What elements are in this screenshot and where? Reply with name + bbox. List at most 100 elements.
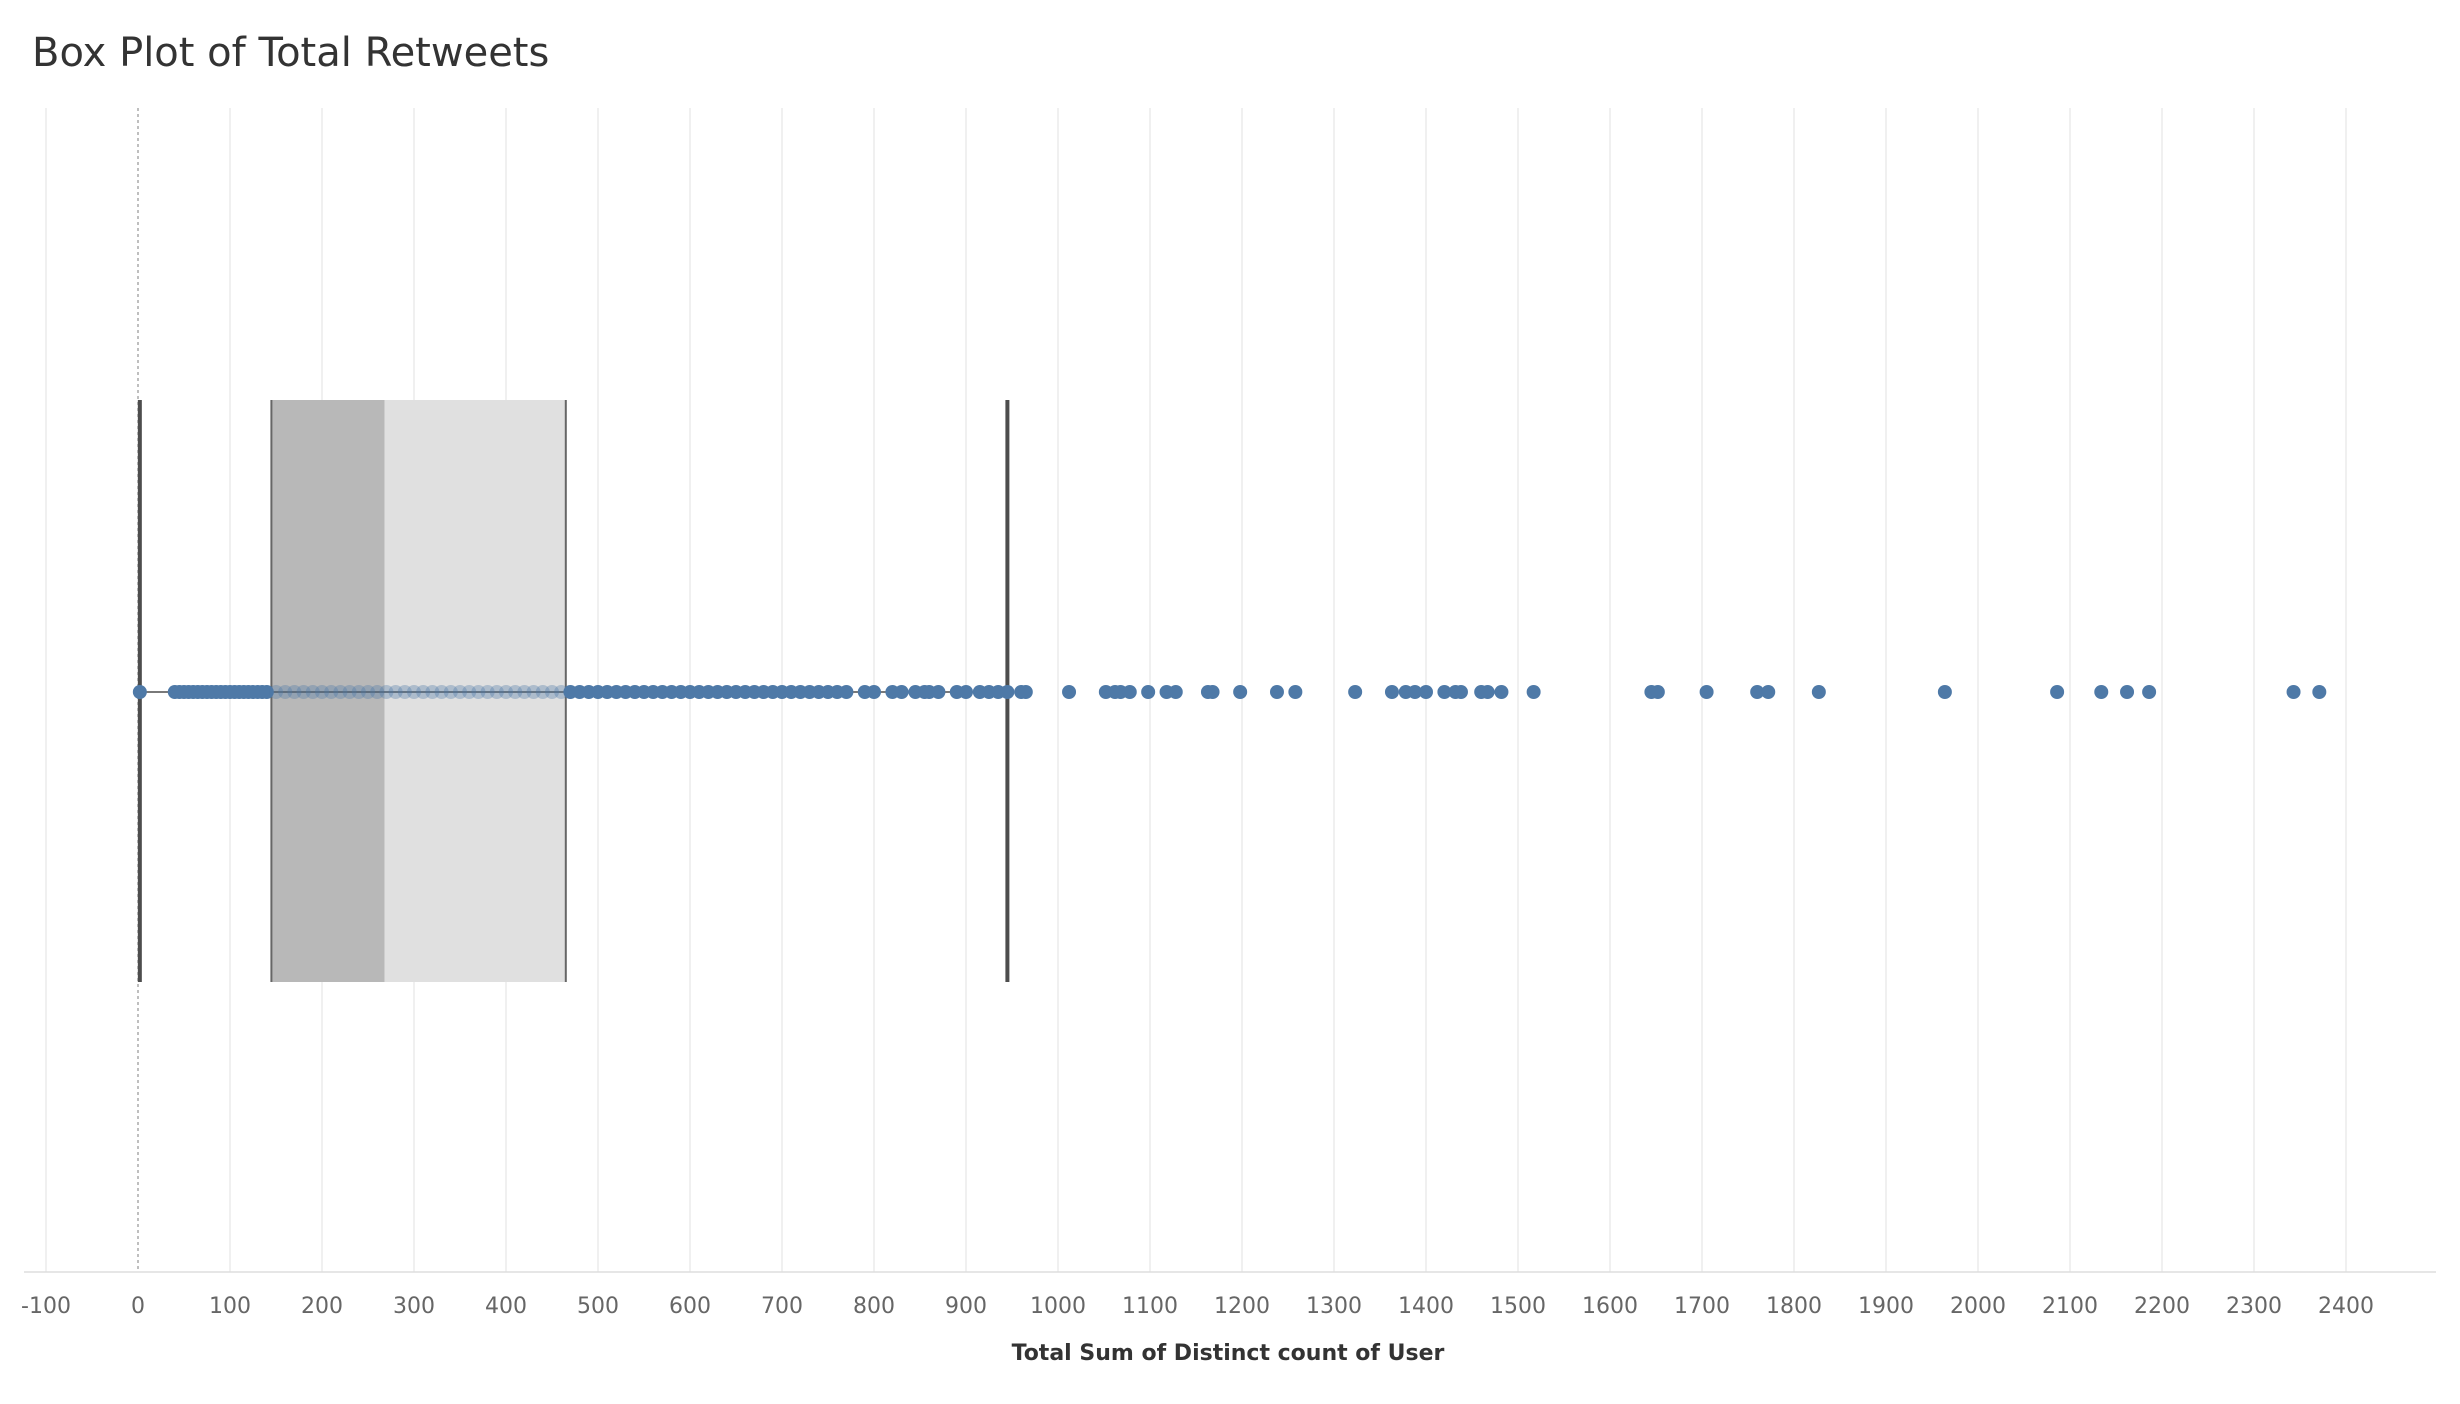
x-tick-label: 1600 — [1582, 1294, 1638, 1319]
chart-title: Box Plot of Total Retweets — [32, 30, 550, 76]
box-plot — [137, 400, 1010, 982]
x-tick-label: 1400 — [1398, 1294, 1454, 1319]
data-point — [931, 685, 946, 699]
x-tick-label: 200 — [301, 1294, 343, 1319]
data-point — [388, 685, 403, 699]
x-axis: -100 0 100 200 300 400 500 600 700 800 900 1000 1100… — [21, 1271, 2436, 1319]
data-point — [1650, 685, 1665, 699]
data-point — [959, 685, 973, 699]
data-point — [1168, 685, 1183, 699]
data-point — [1233, 685, 1248, 699]
data-point — [1000, 685, 1015, 699]
x-axis-title: Total Sum of Distinct count of User — [1012, 1341, 1445, 1366]
data-points — [132, 685, 2327, 699]
data-point — [894, 685, 909, 699]
data-point — [287, 685, 302, 699]
x-tick-label: 1500 — [1490, 1294, 1546, 1319]
data-point — [416, 685, 431, 699]
x-tick-label: 1700 — [1674, 1294, 1730, 1319]
data-point — [2120, 685, 2135, 699]
data-point — [1937, 685, 1952, 699]
data-point — [1811, 685, 1826, 699]
data-point — [545, 685, 559, 699]
data-point — [2142, 685, 2157, 699]
data-point — [1348, 685, 1363, 699]
data-point — [2286, 685, 2301, 699]
data-point — [1419, 685, 1433, 699]
data-point — [407, 685, 421, 699]
x-tick-label: -100 — [21, 1294, 71, 1319]
x-tick-label: 300 — [393, 1294, 435, 1319]
x-tick-label: 500 — [577, 1294, 619, 1319]
data-point — [480, 685, 495, 699]
data-point — [1205, 685, 1220, 699]
data-point — [2312, 685, 2327, 699]
data-point — [361, 685, 375, 699]
x-tick-label: 1800 — [1766, 1294, 1822, 1319]
data-point — [1018, 685, 1033, 699]
x-tick-label: 2400 — [2318, 1294, 2374, 1319]
data-point — [489, 685, 504, 699]
data-point — [1453, 685, 1468, 699]
x-tick-label: 2200 — [2134, 1294, 2190, 1319]
data-point — [508, 685, 523, 699]
box-lower-segment — [271, 400, 385, 982]
data-point — [425, 685, 440, 699]
data-point — [278, 685, 293, 699]
data-point — [839, 685, 854, 699]
data-point — [1062, 685, 1077, 699]
data-point — [471, 685, 486, 699]
box-upper-segment — [384, 400, 566, 982]
data-point — [1269, 685, 1284, 699]
data-point — [1437, 685, 1452, 699]
data-point — [434, 685, 449, 699]
data-point — [1122, 685, 1137, 699]
data-point — [1699, 685, 1714, 699]
data-point — [1494, 685, 1509, 699]
x-tick-label: 2300 — [2226, 1294, 2282, 1319]
data-point — [333, 685, 348, 699]
data-point — [1761, 685, 1776, 699]
x-tick-label: 800 — [853, 1294, 895, 1319]
x-tick-label: 1900 — [1858, 1294, 1914, 1319]
data-point — [1407, 685, 1422, 699]
x-tick-label: 100 — [209, 1294, 251, 1319]
data-point — [132, 685, 147, 699]
x-tick-label: 0 — [131, 1294, 145, 1319]
data-point — [867, 685, 881, 699]
data-point — [269, 685, 283, 699]
x-tick-label: 400 — [485, 1294, 527, 1319]
data-point — [370, 685, 385, 699]
data-point — [1288, 685, 1303, 699]
x-tick-label: 1200 — [1214, 1294, 1270, 1319]
x-tick-label: 2100 — [2042, 1294, 2098, 1319]
x-tick-label: 900 — [945, 1294, 987, 1319]
data-point — [535, 685, 550, 699]
data-point — [462, 685, 477, 699]
data-point — [1526, 685, 1541, 699]
data-point — [324, 685, 339, 699]
data-point — [453, 685, 467, 699]
x-tick-label: 600 — [669, 1294, 711, 1319]
data-point — [1384, 685, 1399, 699]
data-point — [351, 685, 366, 699]
data-point — [1750, 685, 1765, 699]
data-point — [2094, 685, 2109, 699]
data-point — [397, 685, 412, 699]
data-point — [2050, 685, 2065, 699]
data-point — [342, 685, 357, 699]
x-tick-label: 1300 — [1306, 1294, 1362, 1319]
data-point — [1480, 685, 1495, 699]
x-tick-label: 1000 — [1030, 1294, 1086, 1319]
data-point — [305, 685, 320, 699]
data-point — [499, 685, 513, 699]
x-tick-label: 2000 — [1950, 1294, 2006, 1319]
data-point — [1141, 685, 1156, 699]
data-point — [296, 685, 311, 699]
x-tick-label: 1100 — [1122, 1294, 1178, 1319]
data-point — [526, 685, 541, 699]
data-point — [443, 685, 458, 699]
data-point — [259, 685, 274, 699]
data-point — [517, 685, 532, 699]
